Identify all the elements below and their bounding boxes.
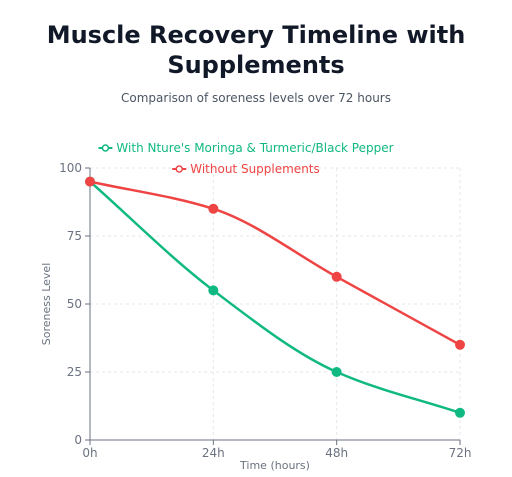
data-point-0 bbox=[455, 407, 465, 418]
x-tick-label: 24h bbox=[202, 446, 225, 460]
y-tick-label: 75 bbox=[67, 229, 82, 243]
series-line-0 bbox=[89, 180, 461, 414]
x-tick-label: 48h bbox=[325, 446, 348, 460]
y-tick-label: 25 bbox=[67, 365, 82, 379]
series-line-1 bbox=[89, 180, 461, 346]
y-axis-label: Soreness Level bbox=[40, 263, 53, 346]
chart-subtitle: Comparison of soreness levels over 72 ho… bbox=[121, 91, 391, 105]
data-point-0 bbox=[208, 285, 219, 296]
chart-title: Muscle Recovery Timeline with Supplement… bbox=[46, 21, 466, 79]
x-tick-label: 72h bbox=[449, 446, 472, 460]
data-point-1 bbox=[455, 339, 465, 350]
y-tick-label: 100 bbox=[59, 161, 82, 175]
legend-label-0: With Nture's Moringa & Turmeric/Black Pe… bbox=[116, 141, 393, 155]
data-point-0 bbox=[331, 367, 342, 377]
y-tick-label: 50 bbox=[67, 297, 82, 311]
data-point-1 bbox=[331, 271, 342, 282]
x-tick-label: 0h bbox=[82, 446, 97, 460]
legend-marker-icon bbox=[101, 144, 110, 152]
legend-label-1: Without Supplements bbox=[190, 162, 320, 176]
legend-marker-icon bbox=[175, 165, 183, 173]
data-point-1 bbox=[208, 203, 219, 214]
x-axis-label: Time (hours) bbox=[239, 459, 310, 472]
data-point-1 bbox=[85, 176, 95, 187]
y-tick-label: 0 bbox=[74, 433, 82, 447]
